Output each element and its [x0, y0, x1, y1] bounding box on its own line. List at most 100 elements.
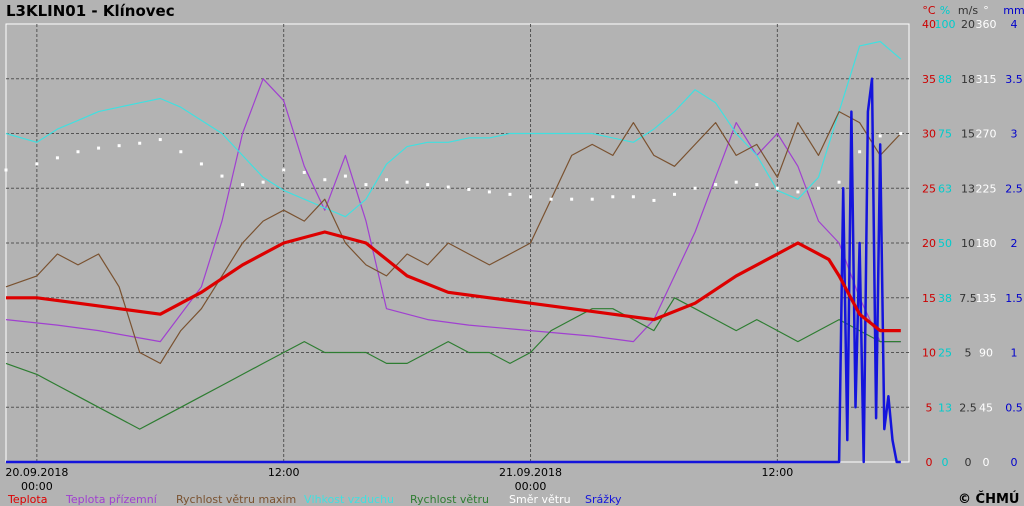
wind-direction-point [199, 162, 203, 166]
wind-direction-point [426, 183, 430, 187]
wind-direction-point [4, 168, 8, 172]
wind-direction-point [734, 180, 738, 184]
wind-direction-point [35, 162, 39, 166]
axis-tick-label: 0.5 [1005, 401, 1023, 414]
axis-tick-label: 0 [965, 456, 972, 469]
axis-tick-label: 2 [1011, 237, 1018, 250]
legend-item-hum: Vlhkost vzduchu [304, 493, 394, 506]
wind-direction-point [55, 156, 59, 160]
wind-direction-point [179, 150, 183, 154]
axis-tick-label: 315 [976, 73, 997, 86]
right-axes: °C4035302520151050%100887563503825130m/s… [922, 4, 1024, 469]
axis-tick-label: 0 [983, 456, 990, 469]
axis-tick-label: 18 [961, 73, 975, 86]
axis-tick-label: 63 [938, 182, 952, 195]
legend-item-wind: Rychlost větru [410, 493, 489, 506]
plot-area [5, 23, 910, 463]
legend-item-gust: Rychlost větru maxim [176, 493, 296, 506]
x-tick-label: 12:00 [268, 466, 300, 479]
wind-direction-point [508, 192, 512, 196]
axis-tick-label: 25 [938, 347, 952, 360]
x-tick-label: 12:00 [762, 466, 794, 479]
legend-item-ground: Teplota přízemní [65, 493, 158, 506]
axis-tick-label: 50 [938, 237, 952, 250]
wind-direction-point [837, 180, 841, 184]
axis-tick-label: 0 [942, 456, 949, 469]
copyright-label: © ČHMÚ [958, 491, 1019, 506]
axis-tick-label: 5 [926, 401, 933, 414]
wind-direction-point [446, 185, 450, 189]
wind-direction-point [487, 190, 491, 194]
wind-direction-point [631, 195, 635, 199]
series-line-precip [6, 77, 901, 464]
axis-tick-label: 15 [961, 128, 975, 141]
gridlines [6, 24, 909, 462]
axis-tick-label: 1.5 [1005, 292, 1023, 305]
wind-direction-point [220, 174, 224, 178]
wind-direction-point [282, 168, 286, 172]
axis-tick-label: 0 [1011, 456, 1018, 469]
wind-direction-point [693, 186, 697, 190]
axis-tick-label: 1 [1011, 347, 1018, 360]
axis-tick-label: 45 [979, 401, 993, 414]
series-layer [4, 40, 903, 464]
wind-direction-point [611, 195, 615, 199]
wind-direction-point [385, 178, 389, 182]
wind-direction-point [899, 132, 903, 135]
wind-direction-point [549, 197, 553, 201]
wind-direction-point [796, 190, 800, 194]
wind-direction-point [323, 178, 327, 182]
axis-tick-label: 10 [961, 237, 975, 250]
wind-direction-point [364, 183, 368, 187]
axis-unit-label: % [940, 4, 950, 17]
legend-item-dir: Směr větru [509, 493, 571, 506]
wind-direction-point [97, 146, 101, 150]
axis-tick-label: 13 [938, 401, 952, 414]
axis-unit-label: mm [1003, 4, 1024, 17]
axis-unit-label: ° [983, 4, 989, 17]
wind-direction-point [673, 192, 677, 196]
x-tick-label-time: 00:00 [515, 480, 547, 493]
series-line-ground [5, 78, 901, 343]
series-line-hum [5, 40, 902, 218]
wind-direction-point [261, 180, 265, 184]
axis-tick-label: 35 [922, 73, 936, 86]
axis-tick-label: 360 [976, 18, 997, 31]
chart-title: L3KLIN01 - Klínovec [6, 2, 175, 20]
wind-direction-point [570, 197, 574, 201]
wind-direction-point [816, 186, 820, 190]
axis-tick-label: 135 [976, 292, 997, 305]
axis-tick-label: 7.5 [959, 292, 977, 305]
axis-tick-label: 270 [976, 128, 997, 141]
series-line-temp [6, 230, 901, 333]
wind-direction-point [590, 197, 594, 201]
wind-direction-point [755, 183, 759, 187]
axis-tick-label: 25 [922, 182, 936, 195]
axis-tick-label: 2.5 [959, 401, 977, 414]
axis-tick-label: 5 [965, 347, 972, 360]
wind-direction-point [343, 174, 347, 178]
wind-direction-point [76, 150, 80, 154]
wind-direction-point [775, 186, 779, 190]
axis-tick-label: 4 [1011, 18, 1018, 31]
axis-tick-label: 0 [926, 456, 933, 469]
x-tick-label: 20.09.2018 [5, 466, 68, 479]
axis-tick-label: 75 [938, 128, 952, 141]
series-line-gust [5, 111, 902, 364]
wind-direction-point [117, 144, 121, 148]
axis-tick-label: 10 [922, 347, 936, 360]
wind-direction-point [858, 150, 862, 154]
axis-tick-label: 88 [938, 73, 952, 86]
axis-tick-label: 100 [935, 18, 956, 31]
axis-tick-label: 90 [979, 347, 993, 360]
x-tick-label: 21.09.2018 [499, 466, 562, 479]
wind-direction-point [529, 195, 533, 199]
legend-item-precip: Srážky [585, 493, 622, 506]
axis-tick-label: 40 [922, 18, 936, 31]
axis-unit-label: °C [922, 4, 936, 17]
axis-tick-label: 3.5 [1005, 73, 1023, 86]
legend-item-temp: Teplota [7, 493, 47, 506]
wind-direction-point [405, 180, 409, 184]
